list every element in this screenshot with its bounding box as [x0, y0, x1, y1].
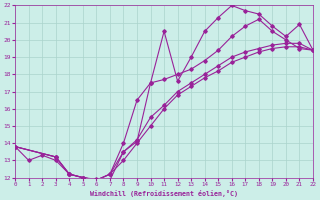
X-axis label: Windchill (Refroidissement éolien,°C): Windchill (Refroidissement éolien,°C) — [90, 190, 238, 197]
